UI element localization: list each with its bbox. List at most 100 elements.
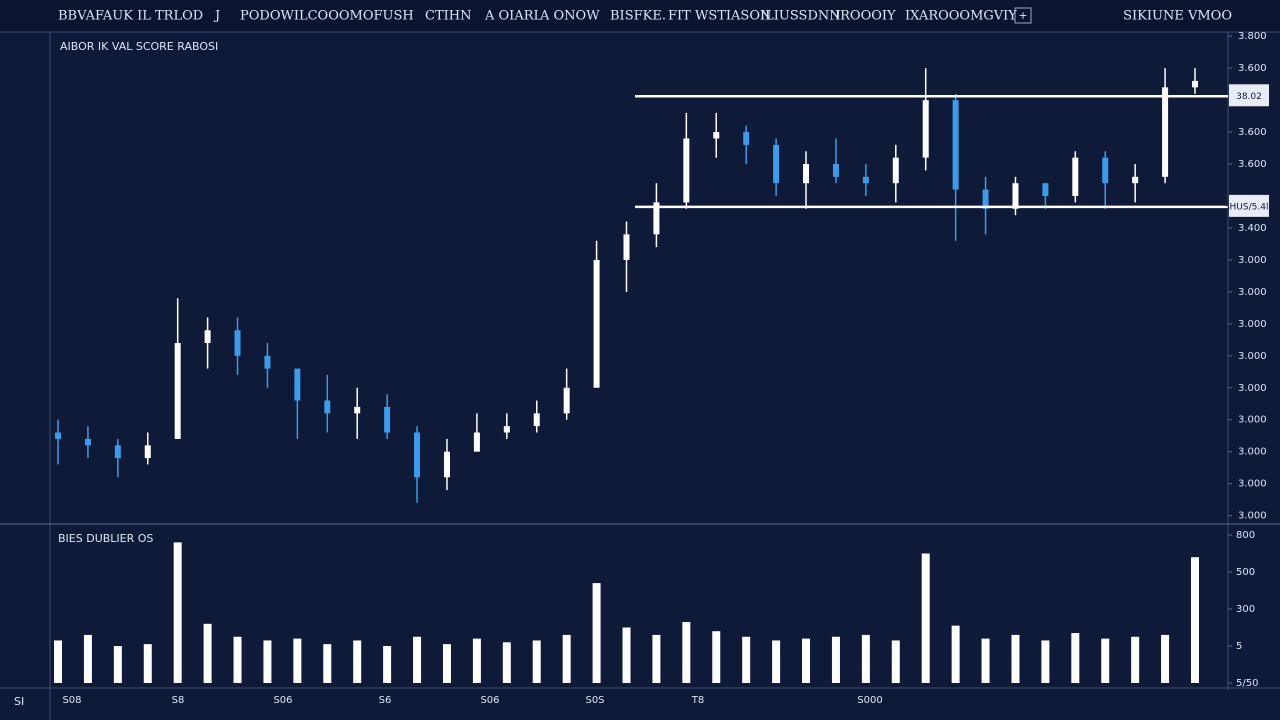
toolbar-item[interactable]: J [213, 9, 220, 24]
volume-bar [772, 640, 781, 683]
y-tick-label: 3.600 [1238, 63, 1267, 74]
corner-label: SI [14, 695, 24, 708]
candle-body [743, 132, 750, 145]
candle-body [114, 445, 121, 459]
toolbar-item[interactable]: FIT WSTIASON [668, 9, 771, 24]
toolbar-item[interactable]: A OIARL [484, 9, 542, 24]
x-tick-label: S000 [857, 695, 882, 706]
volume-bar [1071, 633, 1080, 683]
volume-bar [1011, 634, 1020, 683]
candle-body [234, 330, 241, 356]
candle-body [713, 132, 720, 139]
toolbar-item[interactable]: BISFKE. [610, 9, 666, 24]
candle-body [1102, 157, 1109, 184]
candle-body [653, 202, 660, 235]
toolbar-item[interactable]: CTIHN [425, 9, 471, 24]
toolbar-item[interactable]: ILIUSSDNN [760, 9, 841, 24]
y-tick-label: 3.800 [1238, 31, 1267, 42]
volume-bar [203, 623, 212, 683]
volume-bar [233, 636, 242, 683]
candle-body [324, 400, 331, 414]
volume-bar [353, 640, 362, 683]
candle-body [354, 406, 361, 414]
candle-body [922, 100, 929, 158]
toolbar-item[interactable]: IROOOIY [835, 9, 896, 24]
candle-body [1132, 176, 1139, 184]
volume-bar [1131, 636, 1140, 683]
volume-subtitle: BIES DUBLIER OS [58, 532, 153, 545]
x-tick-label: S8 [172, 695, 185, 706]
volume-bar [383, 646, 392, 683]
candle-body [264, 355, 271, 369]
candle-body [204, 330, 211, 344]
y-tick-label: 3.000 [1238, 511, 1267, 522]
candle-body [593, 259, 600, 388]
candle-body [55, 432, 61, 439]
level-label: 5HUS/5.4lg [1224, 202, 1274, 212]
toolbar-item[interactable]: IXAROOOMGVIY [905, 9, 1017, 24]
candle-body [683, 138, 690, 203]
toolbar [0, 0, 1280, 32]
toolbar-button[interactable] [1014, 7, 1032, 24]
candle-body [84, 438, 91, 446]
volume-bar [682, 621, 691, 683]
candle-body [1042, 183, 1049, 196]
plus-icon[interactable]: + [1018, 9, 1027, 22]
candle-body [1162, 87, 1169, 177]
volume-bar [921, 553, 930, 683]
candle-body [384, 406, 391, 433]
volume-bar [831, 636, 840, 683]
candle-body [832, 164, 839, 177]
volume-bar [293, 638, 302, 683]
y-tick-label: 3.000 [1238, 479, 1267, 490]
candle-body [414, 432, 421, 478]
candle-body [1192, 80, 1198, 88]
candle-body [144, 445, 151, 459]
toolbar-right[interactable]: SIKIUNE VMOO [1123, 9, 1232, 24]
volume-bar [323, 644, 332, 683]
level-tag [1229, 84, 1269, 107]
volume-bar [1041, 640, 1050, 683]
volume-bar [1161, 634, 1170, 683]
volume-bar [891, 640, 900, 683]
volume-bar [951, 625, 960, 683]
candle-body [803, 164, 810, 184]
volume-bar [622, 627, 631, 683]
y-tick-label: 3.400 [1238, 223, 1267, 234]
x-tick-label: T8 [691, 695, 704, 706]
y-tick-label: 3.000 [1238, 287, 1267, 298]
candle-body [623, 234, 630, 260]
y-tick-label: 3.000 [1238, 415, 1267, 426]
volume-bar [981, 638, 990, 683]
toolbar-item[interactable]: BBVAFAUK IL TRLOD [58, 9, 203, 24]
toolbar-item[interactable]: A ONOW [539, 9, 600, 24]
candle-body [533, 413, 540, 427]
volume-bar [1191, 557, 1199, 683]
volume-bar [742, 636, 751, 683]
x-tick-label: S06 [273, 695, 292, 706]
x-tick-label: S06 [480, 695, 499, 706]
volume-bar [442, 644, 451, 683]
y-tick-label: 3.600 [1238, 127, 1267, 138]
candle-body [174, 343, 181, 439]
volume-bar [143, 644, 152, 683]
volume-bar [113, 646, 122, 683]
candle-body [982, 189, 989, 209]
volume-bar [861, 634, 870, 683]
volume-bar [712, 631, 721, 683]
candle-body [473, 432, 480, 452]
candle-body [563, 387, 570, 414]
y-tick-label: 5/50 [1236, 678, 1258, 689]
volume-bar [173, 542, 182, 683]
toolbar-item[interactable]: PODOWILCOOOMOFUSH [240, 9, 414, 24]
candle-body [443, 451, 450, 478]
y-tick-label: 3.000 [1238, 351, 1267, 362]
toolbar-items: BBVAFAUK IL TRLOD J PODOWILCOOOMOFUSH CTIHN… [58, 9, 1017, 24]
candle-body [952, 100, 959, 190]
volume-bar [54, 640, 62, 683]
volume-bar [1101, 638, 1110, 683]
price-subtitle: AIBOR IK VAL SCORE RABOSI [60, 40, 218, 53]
candle-body [294, 368, 301, 401]
